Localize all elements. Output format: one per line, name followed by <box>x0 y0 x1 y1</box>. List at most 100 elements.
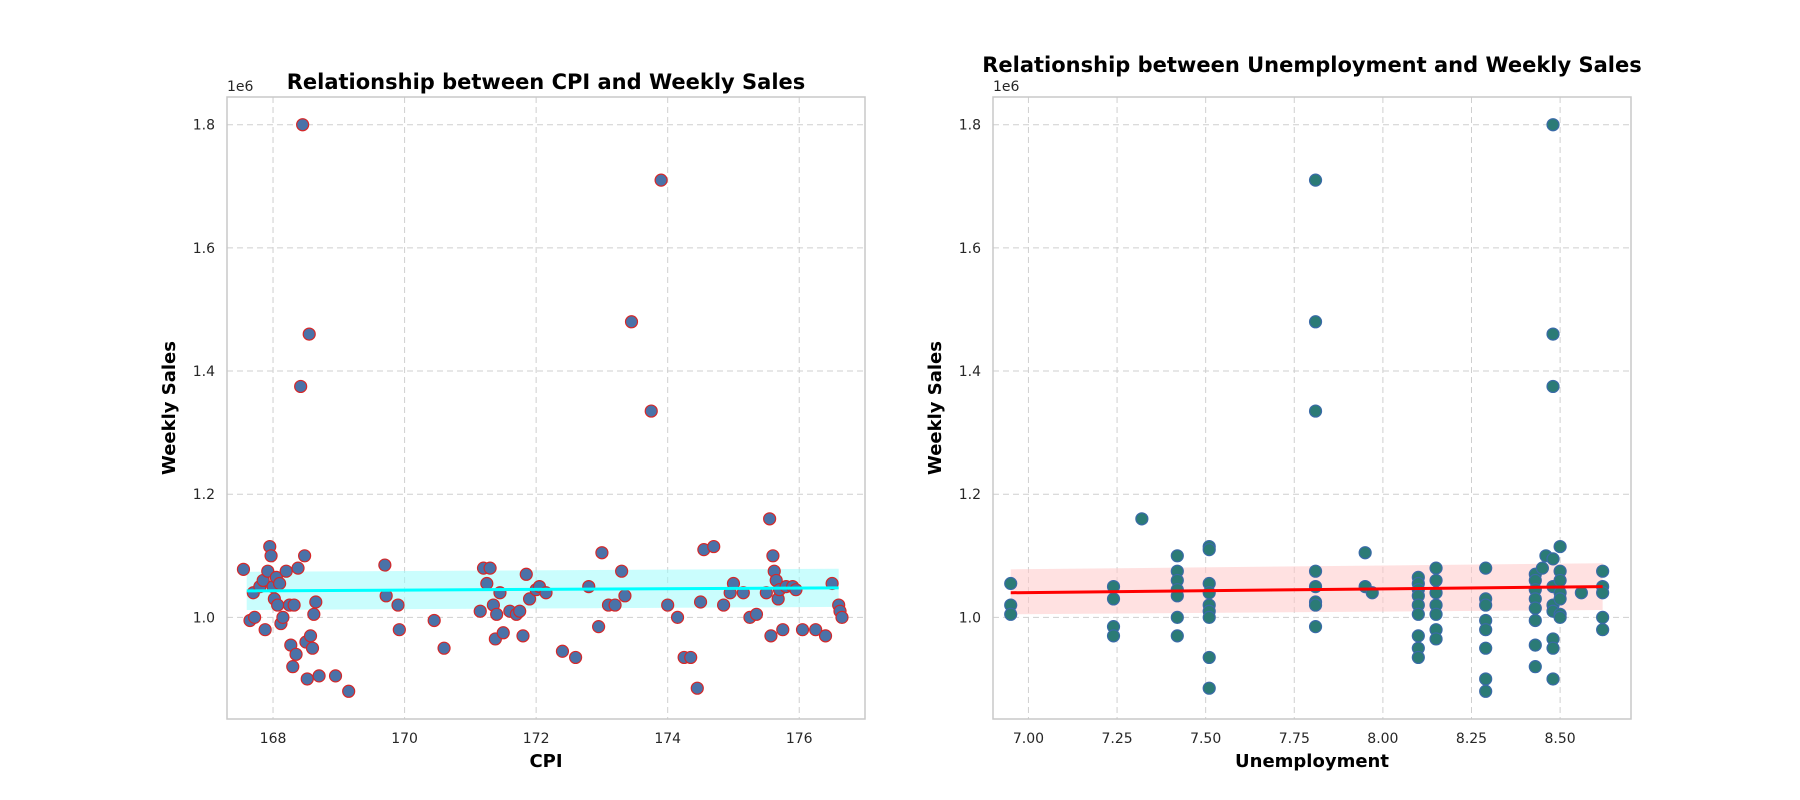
data-point <box>289 647 303 661</box>
data-point <box>1135 512 1149 526</box>
y-tick-label: 1.2 <box>959 487 981 503</box>
x-tick-label: 172 <box>523 731 550 747</box>
x-tick-label: 8.50 <box>1545 731 1576 747</box>
data-point <box>236 562 251 576</box>
data-point <box>258 623 272 637</box>
data-point <box>264 549 278 563</box>
data-point <box>624 315 639 329</box>
data-point <box>522 592 537 606</box>
data-point <box>1429 632 1443 646</box>
data-point <box>1546 118 1560 132</box>
data-point <box>307 607 321 621</box>
data-point <box>273 576 287 591</box>
data-point <box>1308 620 1323 634</box>
data-point <box>296 118 310 132</box>
data-point <box>555 644 570 658</box>
data-point <box>615 564 629 578</box>
data-point <box>795 623 810 637</box>
data-point <box>1308 564 1323 578</box>
data-point <box>1202 610 1216 624</box>
data-point <box>1308 404 1323 418</box>
data-point <box>342 684 356 698</box>
data-point <box>378 558 392 572</box>
data-point <box>608 598 622 612</box>
y-tick-label: 1.4 <box>959 364 981 380</box>
data-point <box>690 681 704 695</box>
data-point <box>248 610 262 624</box>
data-point <box>1528 638 1542 652</box>
data-point <box>1596 610 1610 624</box>
plot-frame <box>226 96 866 720</box>
data-point <box>809 623 823 637</box>
data-point <box>1553 592 1567 606</box>
data-point <box>1596 586 1610 600</box>
x-tick-label: 7.50 <box>1190 731 1221 747</box>
data-point <box>1411 607 1425 621</box>
data-point <box>276 610 290 624</box>
data-point <box>1170 629 1184 643</box>
data-point <box>1479 672 1493 686</box>
data-point <box>1411 629 1425 643</box>
data-point <box>818 629 833 643</box>
data-point <box>392 623 406 637</box>
data-point <box>835 610 849 624</box>
data-point <box>309 595 323 609</box>
data-point <box>1479 561 1493 575</box>
x-tick-label: 176 <box>786 731 813 747</box>
data-point <box>1546 672 1560 686</box>
data-point <box>271 598 285 612</box>
data-point <box>618 589 632 603</box>
data-point <box>1202 650 1216 665</box>
data-point <box>427 613 441 628</box>
data-point <box>1202 681 1216 695</box>
data-point <box>490 607 504 621</box>
data-point <box>516 629 530 643</box>
data-point <box>1358 546 1372 560</box>
data-point <box>1479 598 1493 612</box>
data-point <box>670 610 685 624</box>
y-tick-label: 1.8 <box>193 118 215 134</box>
data-point <box>496 626 510 640</box>
y-tick-label: 1.6 <box>193 241 215 257</box>
x-tick-label: 7.75 <box>1279 731 1310 747</box>
data-point <box>480 576 494 591</box>
data-point <box>1553 573 1567 588</box>
data-point <box>749 607 764 621</box>
y-tick-label: 1.2 <box>193 487 215 503</box>
y-offset-label: 1e6 <box>993 79 1020 95</box>
x-axis-label: CPI <box>529 751 562 772</box>
data-point <box>1308 598 1323 612</box>
data-point <box>287 598 301 612</box>
regression-line <box>1010 585 1603 595</box>
data-point <box>279 564 293 578</box>
data-point <box>1553 610 1567 624</box>
data-point <box>661 598 675 612</box>
data-point <box>707 539 721 554</box>
data-point <box>582 579 596 594</box>
data-point <box>1479 641 1493 655</box>
data-point <box>1308 315 1323 329</box>
data-point <box>1202 586 1216 600</box>
data-point <box>1004 607 1018 621</box>
regression-line <box>246 586 839 593</box>
data-point <box>1528 660 1542 674</box>
data-point <box>654 173 668 187</box>
chart-title: Relationship between Unemployment and We… <box>982 53 1642 77</box>
data-point <box>1528 613 1542 628</box>
data-point <box>328 669 343 683</box>
data-point <box>519 567 533 581</box>
chart-panel-1: 168 170 172 174 176 1.0 1.2 1.4 1.6 1.8 1e6 Relatio… <box>159 70 866 772</box>
data-point <box>513 604 527 618</box>
data-point <box>1106 629 1121 643</box>
data-point <box>291 561 305 575</box>
chart-panel-2: 7.00 7.25 7.50 7.75 8.00 8.25 8.50 1.0 1.2 1.4 1.6… <box>925 53 1642 772</box>
data-point <box>437 641 451 655</box>
y-axis-label: Weekly Sales <box>925 341 946 475</box>
plot-frame <box>992 96 1632 720</box>
chart-title: Relationship between CPI and Weekly Sale… <box>287 70 806 94</box>
data-point <box>483 561 497 575</box>
data-point <box>763 512 777 526</box>
data-point <box>644 404 658 418</box>
y-tick-label: 1.6 <box>959 241 981 257</box>
x-tick-label: 7.00 <box>1013 731 1044 747</box>
